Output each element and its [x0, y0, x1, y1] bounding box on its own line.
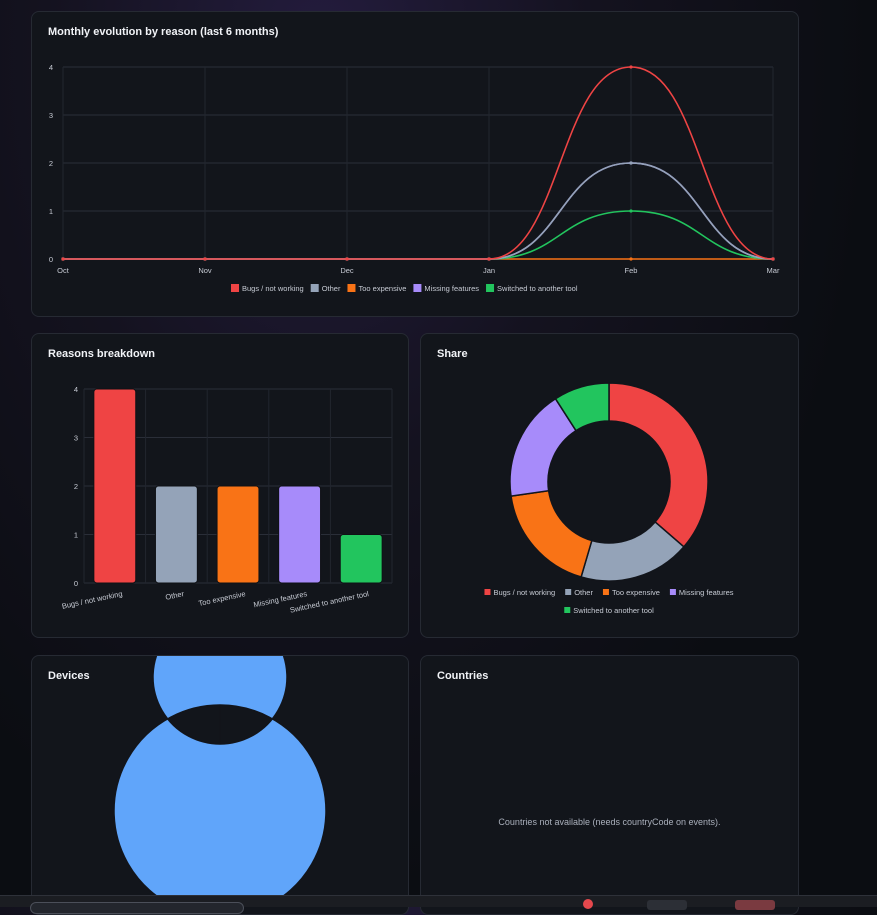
legend-label-too-expensive: Too expensive [612, 588, 660, 597]
series-point-bugs-not-working [203, 257, 207, 261]
y-tick-label: 0 [74, 579, 78, 588]
legend-label-too-expensive: Too expensive [358, 284, 406, 293]
series-line-switched-to-another-tool [63, 210, 774, 260]
legend-swatch-missing-features [413, 284, 422, 292]
bar-other [154, 485, 198, 584]
y-tick-label: 3 [49, 111, 53, 120]
legend-swatch-bugs-not-working [231, 284, 239, 292]
legend-row: Bugs / not working Other Too expensive Miss… [484, 588, 734, 597]
x-tick-label: Dec [340, 266, 354, 275]
legend-swatch-other [565, 589, 572, 595]
breakdown-card: Reasons breakdown 0 1 2 3 4 Bugs / not workin… [31, 333, 409, 638]
legend-row: Switched to another tool [564, 606, 654, 615]
breakdown-title: Reasons breakdown [48, 348, 155, 360]
share-donut-chart: Bugs / not working Other Too expensive Miss… [484, 382, 734, 615]
devices-card: Devices [31, 655, 409, 915]
x-tick-label: Bugs / not working [61, 589, 123, 611]
y-tick-label: 4 [49, 63, 53, 72]
legend-swatch-missing-features [669, 589, 676, 595]
devices-donut-chart [113, 656, 327, 896]
x-tick-label: Too expensive [198, 589, 247, 608]
series-point-too-expensive [629, 257, 633, 261]
countries-title: Countries [437, 670, 489, 682]
countries-empty-message: Countries not available (needs countryCo… [498, 817, 721, 827]
series-point-other [629, 161, 633, 165]
series-point-bugs-not-working [487, 257, 491, 261]
legend-swatch-other [310, 284, 319, 292]
x-tick-label: Mar [767, 266, 780, 275]
slice-bugs-not-working [608, 382, 709, 548]
x-tick-label: Nov [198, 266, 212, 275]
y-tick-label: 0 [49, 255, 53, 264]
legend-swatch-switched-to-another-tool [486, 284, 495, 292]
series-point-bugs-not-working [345, 257, 349, 261]
y-tick-label: 2 [74, 482, 78, 491]
share-title: Share [437, 348, 468, 360]
legend-label-bugs-not-working: Bugs / not working [493, 588, 555, 597]
y-tick-label: 2 [49, 159, 53, 168]
bar-switched-to-another-tool [339, 534, 383, 584]
legend-label-missing-features: Missing features [424, 284, 479, 293]
legend-swatch-too-expensive [602, 589, 609, 595]
y-tick-label: 1 [74, 531, 78, 540]
toolbar-button[interactable] [647, 900, 687, 910]
legend-swatch-bugs-not-working [484, 589, 491, 595]
series-point-bugs-not-working [629, 65, 633, 69]
y-tick-label: 3 [74, 434, 78, 443]
series-point-switched-to-another-tool [629, 209, 633, 213]
evolution-card: Monthly evolution by reason (last 6 mont… [31, 11, 799, 317]
record-icon[interactable] [583, 899, 593, 909]
bar-missing-features [278, 485, 322, 584]
x-tick-label: Other [165, 589, 186, 602]
share-card: Share Bugs / not working Other Too expensi… [420, 333, 799, 638]
slice-switched-to-another-tool [554, 382, 610, 432]
bottom-toolbar [0, 895, 877, 914]
series-point-bugs-not-working [61, 257, 65, 261]
bar-bugs-not-working [93, 388, 137, 584]
legend-swatch-switched-to-another-tool [564, 607, 571, 613]
legend-label-bugs-not-working: Bugs / not working [242, 284, 304, 293]
slice-devices [113, 656, 327, 896]
legend-label-other: Other [322, 284, 341, 293]
slice-too-expensive [510, 489, 593, 578]
y-tick-label: 1 [49, 207, 53, 216]
devices-title: Devices [48, 670, 90, 682]
y-tick-label: 4 [74, 385, 78, 394]
bottom-search-pill[interactable] [30, 902, 244, 914]
legend-label-other: Other [574, 588, 593, 597]
countries-card: Countries Countries not available (needs… [420, 655, 799, 915]
x-tick-label: Jan [483, 266, 495, 275]
x-tick-label: Oct [57, 266, 70, 275]
evolution-title: Monthly evolution by reason (last 6 mont… [48, 26, 279, 38]
series-point-bugs-not-working [771, 257, 775, 261]
legend-label-switched-to-another-tool: Switched to another tool [573, 606, 654, 615]
evolution-line-chart: 0 1 2 3 4 Oct Nov Dec Jan Feb Mar Bugs / not workin… [49, 63, 780, 293]
bar-too-expensive [216, 485, 260, 584]
breakdown-bar-chart: 0 1 2 3 4 Bugs / not working Other Too expensiv… [61, 385, 393, 615]
legend-swatch-too-expensive [347, 284, 356, 292]
x-tick-label: Feb [625, 266, 638, 275]
legend-label-missing-features: Missing features [679, 588, 734, 597]
legend-label-switched-to-another-tool: Switched to another tool [497, 284, 578, 293]
toolbar-action-button[interactable] [735, 900, 775, 910]
